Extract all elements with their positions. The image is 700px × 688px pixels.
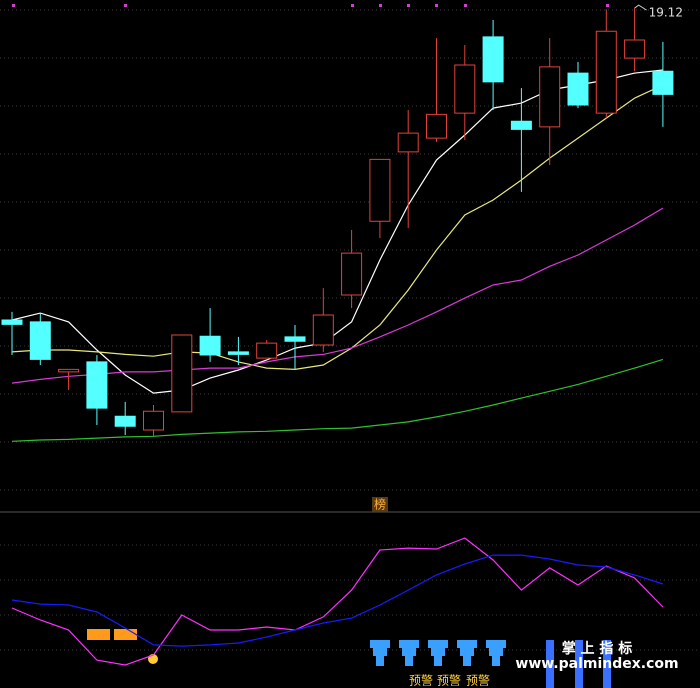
alert-icon (428, 640, 448, 666)
alert-bar (575, 640, 583, 688)
candle-body (539, 66, 561, 128)
alert-label: 预警 (466, 673, 490, 688)
alert-icon (370, 640, 390, 666)
candle-body (86, 361, 108, 409)
alert-icon (399, 640, 419, 666)
marker (12, 4, 15, 7)
candle-body (171, 334, 193, 413)
signal-block (114, 629, 137, 640)
candle-body (482, 36, 504, 83)
alert-label: 预警 (409, 673, 433, 688)
line-series (11, 84, 664, 371)
marker (379, 4, 382, 7)
line-series (11, 358, 664, 442)
marker (124, 4, 127, 7)
alert-bar (603, 640, 611, 688)
line-series (11, 554, 664, 647)
marker (407, 4, 410, 7)
candle-body (256, 342, 278, 359)
signal-block (87, 629, 110, 640)
high-label: 19.12 (649, 6, 683, 20)
line-series (11, 69, 663, 394)
candle-body (143, 410, 164, 431)
alert-label: 预警 (437, 673, 461, 688)
candle-body (567, 72, 589, 106)
candle-body (426, 113, 447, 139)
candle-body (454, 64, 476, 114)
line-series (11, 207, 664, 384)
marker (606, 4, 609, 7)
candle-body (341, 252, 363, 296)
candle-body (624, 39, 646, 59)
alert-icon (457, 640, 477, 666)
candle-body (114, 415, 136, 427)
marker (351, 4, 354, 7)
alert-bar (546, 640, 554, 688)
candle-body (312, 314, 334, 346)
brand-url: www.palmindex.com (515, 656, 678, 672)
candle-body (29, 321, 51, 360)
candle-body (199, 335, 221, 356)
brand-label: 掌 上 指 标 (562, 640, 633, 657)
candle-body (227, 351, 249, 355)
marker (464, 4, 467, 7)
candle-body (595, 30, 617, 114)
candle-body (58, 368, 80, 373)
grid (0, 9, 700, 651)
candle-body (397, 132, 419, 153)
candle-body (284, 336, 306, 342)
rank-label: 榜 (374, 497, 386, 512)
candle-body (652, 70, 674, 95)
line-series (11, 537, 664, 666)
alert-icons (370, 640, 611, 688)
alert-icon (486, 640, 506, 666)
signal-blocks (87, 629, 158, 664)
marker (435, 4, 438, 7)
top-markers (12, 4, 609, 7)
high-leader (634, 4, 647, 11)
candle-body (510, 120, 532, 130)
rank-badge (372, 497, 388, 512)
candle-body (1, 319, 23, 325)
candle-body (369, 158, 391, 222)
